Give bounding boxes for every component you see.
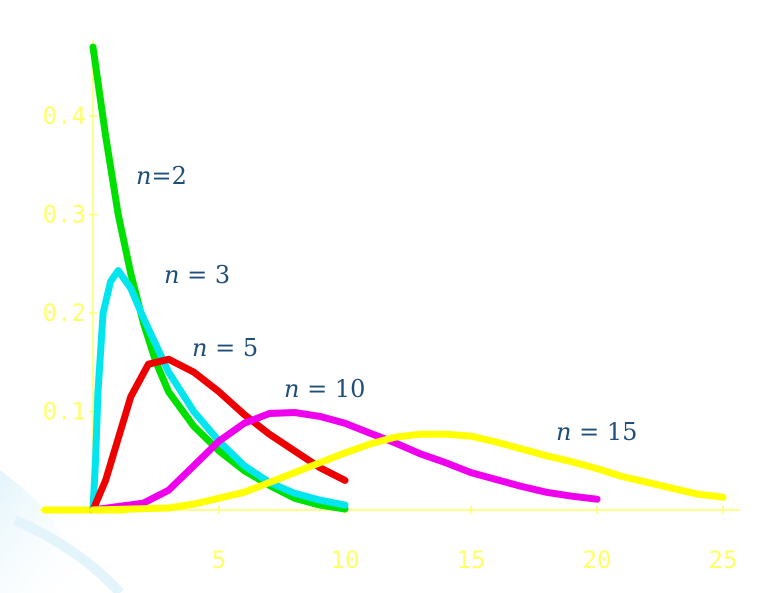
- series-line-n5: [89, 355, 349, 514]
- y-tick-label: 0.2: [43, 299, 86, 327]
- y-tick-label: 0.4: [43, 102, 86, 130]
- series-label-n3: n = 3: [164, 261, 230, 289]
- series-label-n15: n = 15: [556, 418, 637, 446]
- series-layer: [41, 43, 727, 514]
- x-tick-label: 15: [457, 546, 486, 574]
- series-label-n2: n=2: [136, 162, 187, 190]
- series-line-n15: [89, 430, 727, 514]
- background-swoosh-arc: [12, 515, 124, 593]
- series-label-n5: n = 5: [192, 334, 258, 362]
- ticks-layer: 5 10 15 20 25 0.1 0.2 0.3 0.4: [43, 102, 738, 574]
- y-tick-label: 0.1: [43, 398, 86, 426]
- series-label-n10: n = 10: [284, 375, 365, 403]
- series-line-n10: [89, 409, 601, 514]
- series-line-n3: [89, 267, 349, 514]
- series-line-n2: [89, 43, 349, 513]
- y-tick-label: 0.3: [43, 201, 86, 229]
- x-tick-label: 20: [583, 546, 612, 574]
- x-tick-label: 10: [331, 546, 360, 574]
- x-tick-label: 25: [709, 546, 738, 574]
- x-tick-label: 5: [212, 546, 226, 574]
